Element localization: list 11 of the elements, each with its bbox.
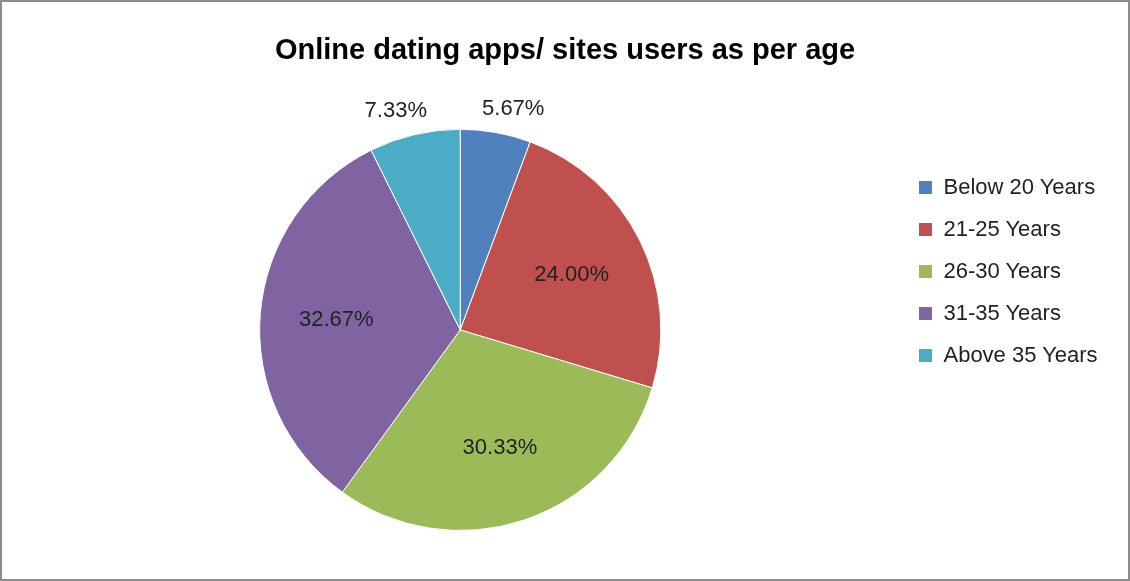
legend-label: 31-35 Years (943, 299, 1061, 325)
legend-label: 26-30 Years (943, 257, 1061, 283)
data-label: 30.33% (462, 433, 538, 459)
chart-title: Online dating apps/ sites users as per age (274, 33, 856, 66)
legend-label: Above 35 Years (943, 341, 1098, 367)
data-label: 5.67% (482, 94, 545, 120)
legend-label: 21-25 Years (943, 215, 1061, 241)
data-label: 24.00% (534, 260, 609, 286)
data-label: 32.67% (298, 305, 374, 331)
data-label: 7.33% (364, 97, 427, 123)
legend-label: Below 20 Years (943, 173, 1096, 199)
